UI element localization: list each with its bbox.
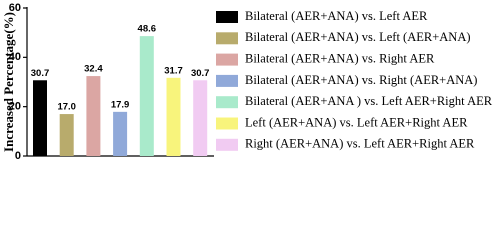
bar — [86, 76, 101, 156]
bar — [113, 111, 128, 156]
bar — [33, 80, 47, 156]
legend-label: Bilateral (AER+ANA) vs. Left AER — [245, 9, 428, 23]
legend-label: Right (AER+ANA) vs. Left AER+Right AER — [245, 137, 475, 151]
value-label: 32.4 — [84, 64, 103, 75]
legend-label: Left (AER+ANA) vs. Left AER+Right AER — [245, 115, 468, 129]
value-label: 48.6 — [138, 24, 157, 35]
y-tick-label: 60 — [9, 2, 21, 14]
legend-swatch — [216, 53, 238, 66]
value-label: 30.7 — [31, 68, 50, 79]
value-label: 31.7 — [164, 65, 183, 76]
bar — [59, 114, 74, 156]
bar — [193, 80, 208, 156]
bar — [139, 36, 154, 157]
y-axis-label: Increased Percentage(%) — [1, 12, 16, 152]
y-tick-label: 40 — [9, 51, 21, 63]
legend-swatch — [216, 74, 238, 87]
legend-label: Bilateral (AER+ANA) vs. Right AER — [245, 51, 435, 65]
value-label: 17.0 — [57, 102, 76, 113]
legend-label: Bilateral (AER+ANA) vs. Right (AER+ANA) — [245, 73, 477, 87]
value-label: 17.9 — [111, 99, 130, 110]
legend-swatch — [216, 138, 238, 151]
y-tick-label: 20 — [9, 101, 21, 113]
legend-swatch — [216, 117, 238, 130]
legend-swatch — [216, 32, 238, 45]
legend-label: Bilateral (AER+ANA) vs. Left (AER+ANA) — [245, 30, 471, 44]
chart: Increased Percentage(%) 0 20 40 60 30.7 Bilat… — [1, 2, 493, 162]
bar — [166, 77, 181, 156]
legend-swatch — [216, 96, 238, 109]
legend-swatch — [216, 11, 238, 23]
value-label: 30.7 — [191, 68, 210, 79]
y-tick-label: 0 — [15, 150, 21, 162]
legend-label: Bilateral (AER+ANA ) vs. Left AER+Right … — [245, 94, 493, 108]
